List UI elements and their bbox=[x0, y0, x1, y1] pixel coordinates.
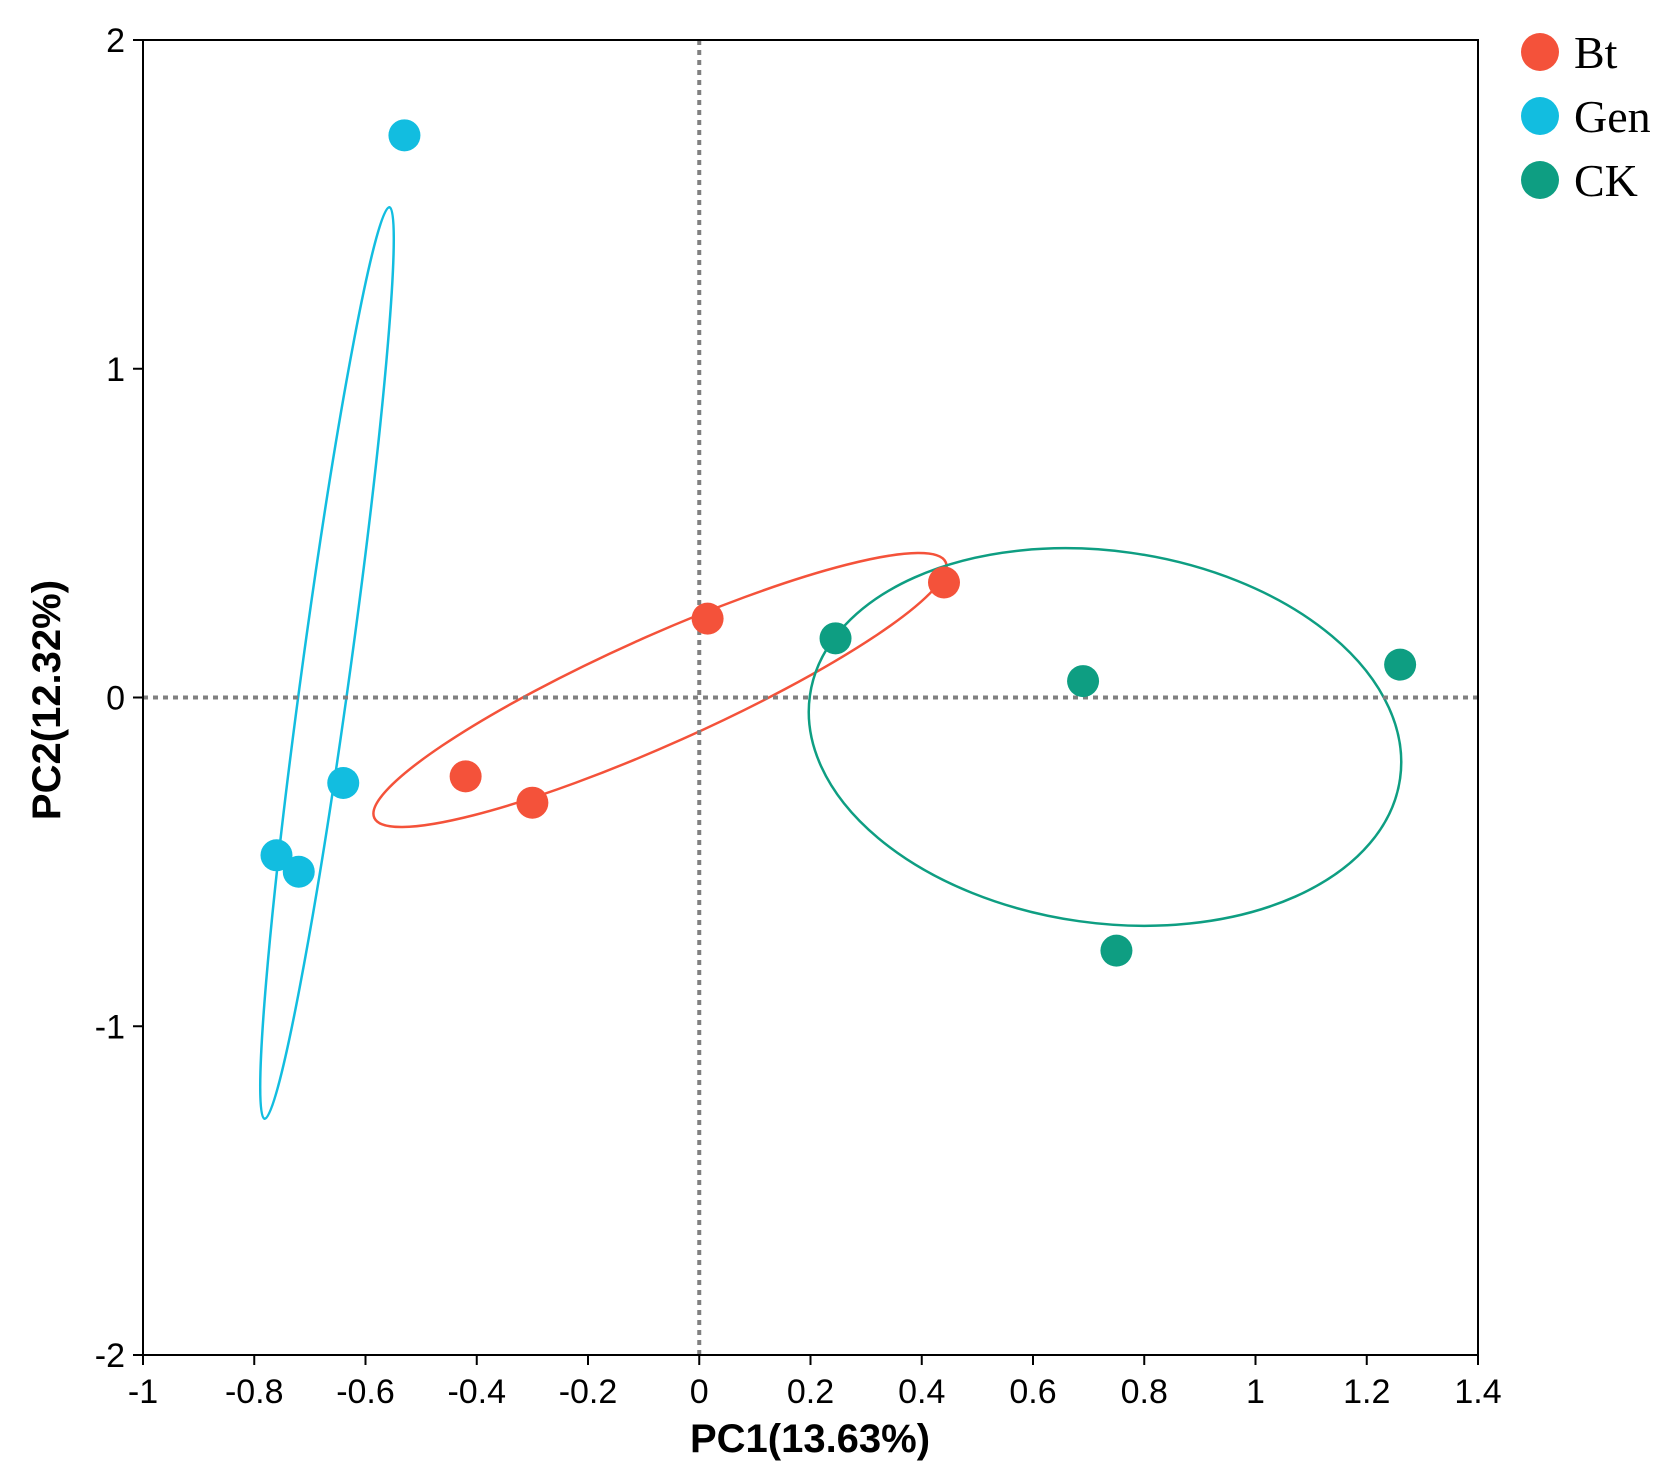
x-tick-label: 0.6 bbox=[1009, 1373, 1056, 1411]
y-tick-label: 0 bbox=[106, 680, 125, 718]
x-tick-label: 1.2 bbox=[1343, 1373, 1390, 1411]
x-tick-label: 1.4 bbox=[1454, 1373, 1501, 1411]
x-tick-label: -0.4 bbox=[447, 1373, 506, 1411]
y-tick-label: -2 bbox=[95, 1337, 125, 1375]
x-tick-label: 0.2 bbox=[787, 1373, 834, 1411]
ellipse-gen bbox=[258, 205, 396, 1121]
legend-marker-bt bbox=[1521, 33, 1559, 71]
x-axis: -1 -0.8 -0.6 -0.4 -0.2 0 0.2 0.4 0.6 0.8 1 1.2 1.4 bbox=[128, 1355, 1502, 1411]
point-ck bbox=[1384, 648, 1417, 681]
y-tick-label: 1 bbox=[106, 351, 125, 389]
confidence-ellipses bbox=[258, 205, 1403, 1121]
x-tick-label: 1 bbox=[1246, 1373, 1265, 1411]
point-gen bbox=[327, 766, 360, 799]
x-tick-label: -0.6 bbox=[336, 1373, 395, 1411]
y-tick-label: 2 bbox=[106, 22, 125, 60]
x-tick-label: -0.8 bbox=[225, 1373, 284, 1411]
point-bt bbox=[691, 602, 724, 635]
point-ck bbox=[1067, 665, 1100, 698]
legend-marker-ck bbox=[1521, 161, 1559, 199]
x-tick-label: 0.8 bbox=[1121, 1373, 1168, 1411]
x-tick-label: 0 bbox=[690, 1373, 709, 1411]
x-tick-label: -1 bbox=[128, 1373, 158, 1411]
point-ck bbox=[819, 622, 852, 655]
legend-label-bt: Bt bbox=[1574, 27, 1618, 78]
legend-label-ck: CK bbox=[1574, 155, 1638, 206]
y-axis-title: PC2(12.32%) bbox=[25, 580, 69, 820]
x-tick-label: -0.2 bbox=[559, 1373, 618, 1411]
point-bt bbox=[516, 786, 549, 819]
point-bt bbox=[449, 760, 482, 793]
point-gen bbox=[282, 855, 315, 888]
data-points bbox=[260, 119, 1417, 967]
legend-marker-gen bbox=[1521, 97, 1559, 135]
x-tick-label: 0.4 bbox=[898, 1373, 945, 1411]
point-gen bbox=[260, 839, 293, 872]
ellipse-ck bbox=[807, 546, 1403, 928]
point-gen bbox=[388, 119, 421, 152]
point-bt bbox=[928, 566, 960, 599]
x-axis-title: PC1(13.63%) bbox=[690, 1417, 930, 1461]
ellipse-bt bbox=[372, 551, 948, 829]
legend-label-gen: Gen bbox=[1574, 91, 1651, 142]
point-ck bbox=[1100, 934, 1133, 967]
legend: Bt Gen CK bbox=[1521, 27, 1651, 206]
reference-lines bbox=[143, 40, 1478, 1355]
y-axis: 2 1 0 -1 -2 bbox=[95, 22, 143, 1375]
y-tick-label: -1 bbox=[95, 1008, 125, 1046]
